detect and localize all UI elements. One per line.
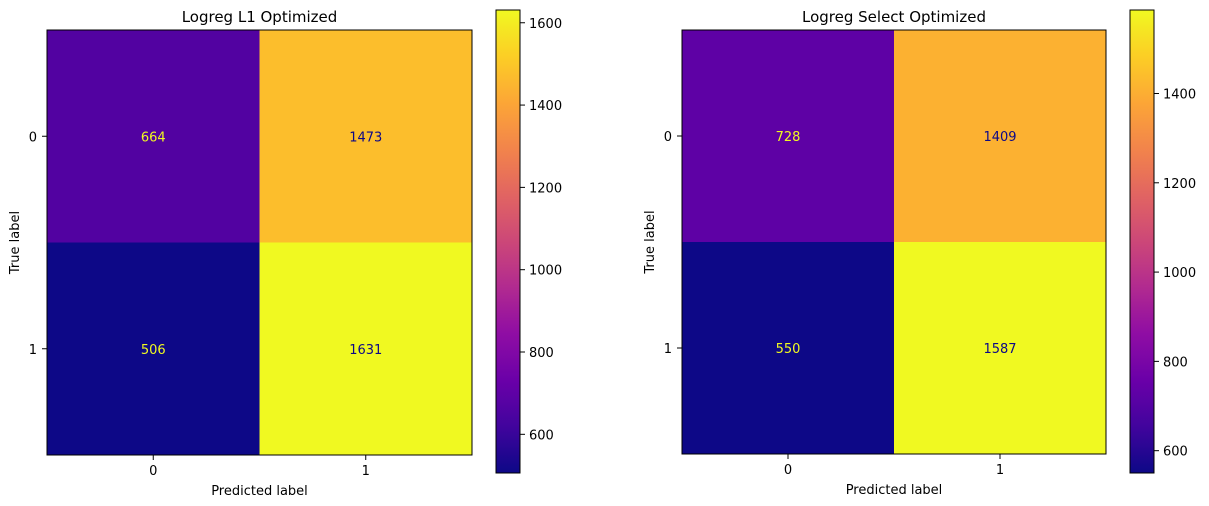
x-axis-label: Predicted label [211, 484, 308, 499]
confusion-matrix-panel-0: Logreg L1 Optimized 664 1473 506 1631 0 1 0 1 Pre… [8, 8, 562, 499]
matrix-cell [894, 30, 1106, 242]
colorbar-tick-label: 1200 [1163, 177, 1196, 192]
cell-value: 506 [141, 343, 166, 358]
colorbar-tick-label: 1200 [529, 181, 562, 196]
colorbar-tick-label: 1400 [529, 99, 562, 114]
matrix-cell [259, 30, 472, 243]
chart-title: Logreg Select Optimized [802, 8, 986, 26]
matrix-cell [682, 242, 894, 454]
cell-value: 1409 [983, 130, 1016, 145]
y-tick-label: 1 [29, 343, 37, 358]
cell-value: 728 [776, 130, 801, 145]
colorbar-tick-label: 800 [529, 346, 554, 361]
colorbar-tick-label: 1600 [529, 17, 562, 32]
matrix-frame [681, 29, 1107, 455]
matrix-cell [682, 30, 894, 242]
cell-value: 1631 [349, 343, 382, 358]
matrix-cell [894, 242, 1106, 454]
cell-value: 1473 [349, 130, 382, 145]
y-axis-label: True label [8, 211, 23, 275]
x-tick-label: 0 [149, 464, 157, 479]
matrix-cell [259, 242, 472, 455]
colorbar [495, 9, 521, 474]
chart-title: Logreg L1 Optimized [182, 8, 338, 26]
x-tick-label: 1 [362, 464, 370, 479]
x-tick-label: 1 [996, 463, 1004, 478]
cell-value: 1587 [983, 342, 1016, 357]
colorbar [1129, 9, 1155, 474]
x-tick-label: 0 [784, 463, 792, 478]
colorbar-tick-label: 600 [529, 428, 554, 443]
colorbar-tick-label: 1000 [1163, 266, 1196, 281]
y-tick-label: 0 [29, 130, 37, 145]
colorbar-tick-label: 600 [1163, 445, 1188, 460]
matrix-cell [47, 30, 260, 243]
x-axis-label: Predicted label [846, 483, 943, 498]
cell-value: 664 [141, 130, 166, 145]
matrix-cell [47, 242, 260, 455]
colorbar-tick-label: 800 [1163, 355, 1188, 370]
matrix-frame [46, 29, 473, 456]
colorbar-tick-label: 1400 [1163, 87, 1196, 102]
y-tick-label: 0 [664, 130, 672, 145]
colorbar-tick-label: 1000 [529, 264, 562, 279]
cell-value: 550 [776, 342, 801, 357]
y-axis-label: True label [643, 210, 658, 274]
y-tick-label: 1 [664, 342, 672, 357]
